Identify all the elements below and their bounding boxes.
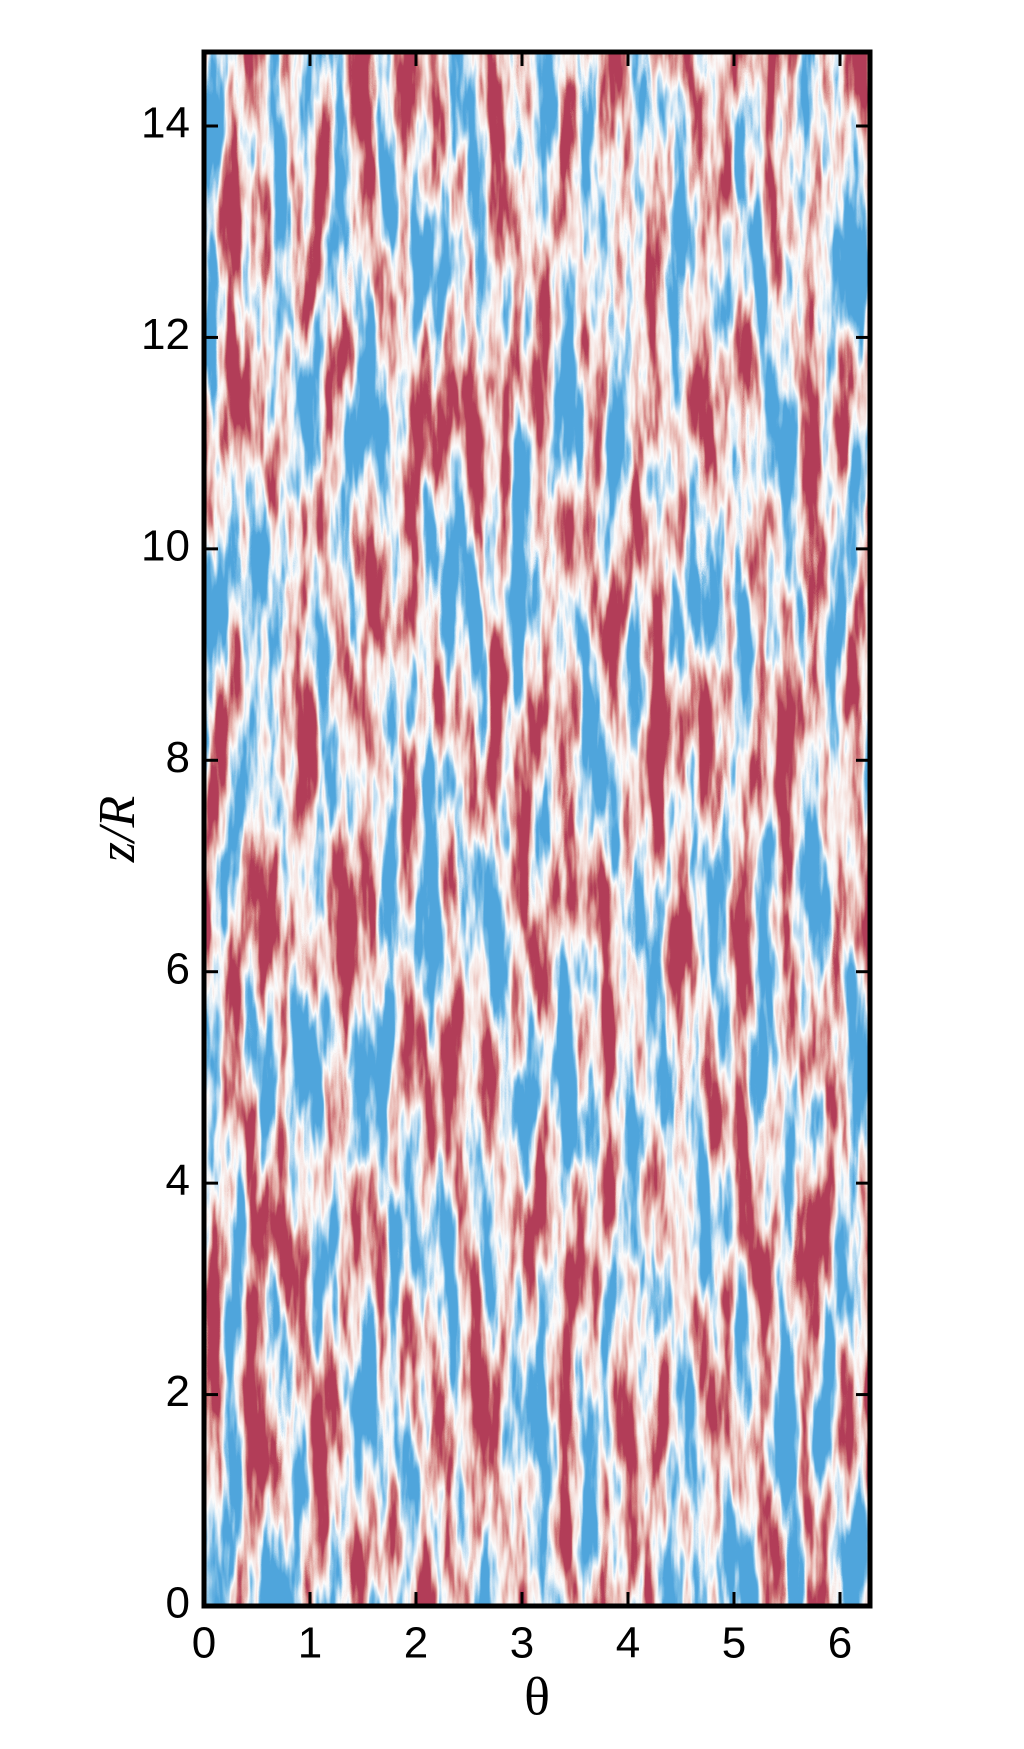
y-axis-label: z/R — [89, 796, 146, 863]
x-tick-label: 2 — [404, 1619, 428, 1668]
x-tick-label: 4 — [616, 1619, 640, 1668]
y-tick-label: 2 — [166, 1367, 190, 1416]
y-tick-label: 4 — [166, 1156, 190, 1205]
x-tick-label: 5 — [722, 1619, 746, 1668]
x-tick-label: 6 — [828, 1619, 852, 1668]
y-tick-label: 12 — [141, 310, 190, 359]
y-tick-label: 6 — [166, 944, 190, 993]
y-tick-label: 14 — [141, 99, 190, 148]
x-tick-label: 1 — [298, 1619, 322, 1668]
contour-field — [204, 52, 870, 1606]
plot-frame — [201, 49, 873, 1609]
y-tick-label: 10 — [141, 521, 190, 570]
x-tick-label: 3 — [510, 1619, 534, 1668]
x-axis-label: θ — [524, 1666, 550, 1726]
x-tick-label: 0 — [192, 1619, 216, 1668]
y-tick-label: 8 — [166, 733, 190, 782]
y-tick-label: 0 — [166, 1579, 190, 1628]
